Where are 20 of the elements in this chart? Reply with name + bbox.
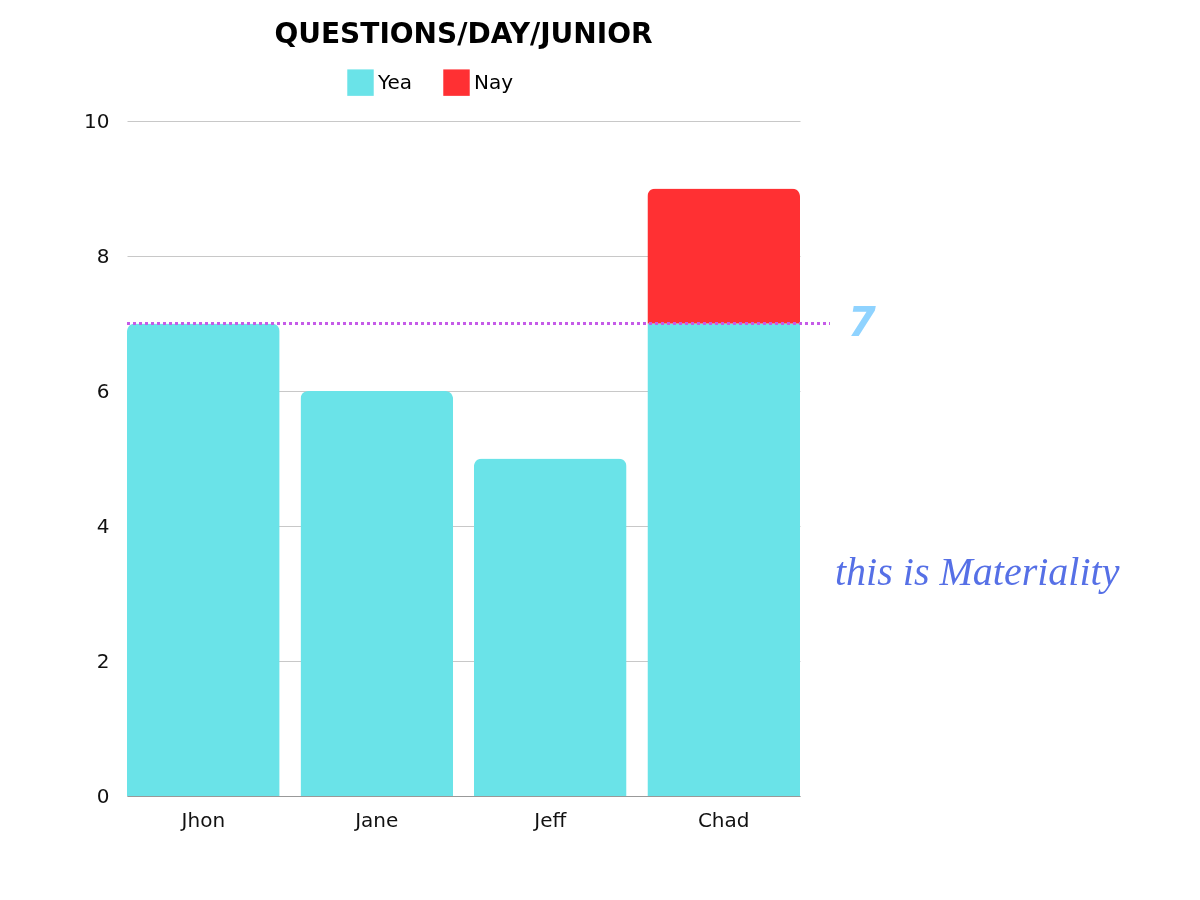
- x-tick-label: Jhon: [179, 807, 226, 832]
- x-tick-label: Chad: [697, 807, 750, 832]
- text: this is Materiality: [835, 549, 1120, 594]
- y-tick-label: 10: [84, 108, 110, 133]
- x-tick-label: Jane: [353, 807, 399, 832]
- legend-label: Yea: [377, 69, 413, 94]
- bar: [647, 323, 800, 796]
- legend-label: Nay: [474, 69, 514, 94]
- ref-line-label: 7: [848, 298, 876, 345]
- bar: [300, 391, 454, 796]
- y-tick-label: 8: [96, 243, 110, 268]
- bar: [473, 458, 627, 796]
- y-tick-label: 4: [96, 513, 110, 538]
- bar: [127, 323, 280, 796]
- y-tick-label: 6: [96, 378, 110, 403]
- x-tick-label: Jeff: [532, 807, 568, 832]
- bar: [647, 188, 800, 324]
- chart-title: QUESTIONS/DAY/JUNIOR: [274, 17, 653, 50]
- y-tick-label: 2: [96, 648, 110, 673]
- y-tick-label: 0: [96, 783, 110, 808]
